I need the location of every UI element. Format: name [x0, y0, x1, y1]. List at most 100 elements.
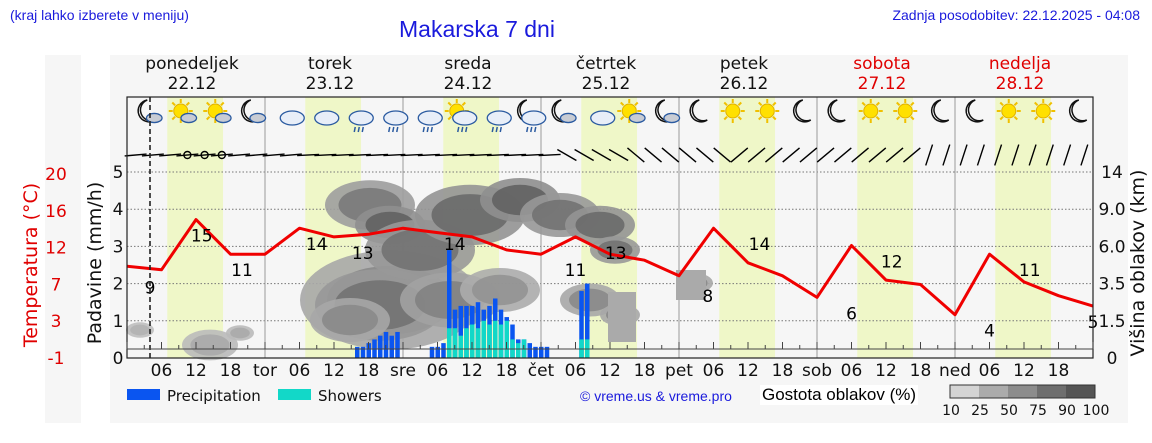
x-tick: 12 — [323, 361, 345, 381]
wind-barb-icon — [556, 148, 577, 162]
precipitation-bar — [360, 346, 366, 358]
sun-icon — [203, 99, 232, 124]
last-updated: Zadnja posodobitev: 22.12.2025 - 04:08 — [892, 7, 1140, 23]
cloud-density-tick: 25 — [971, 403, 989, 419]
day-name: petek — [720, 54, 768, 74]
wind-barb-icon — [976, 144, 985, 166]
x-tick: 18 — [358, 361, 380, 381]
x-tick: 12 — [461, 361, 483, 381]
wind-barb-icon — [1028, 144, 1037, 166]
wind-barb-icon — [314, 153, 337, 157]
wind-barb-icon — [366, 153, 389, 157]
sun-icon — [444, 99, 478, 133]
moon-icon — [137, 99, 163, 124]
wind-barbs — [124, 144, 1089, 166]
daylight-band — [167, 97, 224, 358]
temperature-axis-title: Temperatura (°C) — [20, 183, 42, 348]
precip-tick: 0 — [113, 349, 124, 369]
cloud-density-swatch — [1008, 385, 1037, 398]
wind-barb-icon — [279, 153, 302, 157]
x-tick: sob — [802, 361, 832, 381]
showers-bar — [458, 335, 463, 358]
precipitation-bar — [366, 343, 371, 358]
precip-tick: 1 — [113, 312, 124, 332]
wind-barb-icon — [1011, 144, 1020, 166]
cloud-icon — [314, 110, 340, 126]
temperature-tick: -1 — [48, 349, 65, 369]
wind-barb-icon — [959, 144, 968, 166]
cloud-height-tick: 1.5 — [1098, 312, 1125, 332]
precip-axis-title: Padavine (mm/h) — [84, 182, 106, 345]
showers-swatch — [278, 389, 311, 400]
day-name: nedelja — [989, 54, 1051, 74]
x-tick: 12 — [599, 361, 621, 381]
day-name: četrtek — [576, 54, 637, 74]
precip-tick: 2 — [113, 275, 124, 295]
x-tick: 18 — [910, 361, 932, 381]
cloud-density-label: Gostota oblakov (%) — [760, 385, 919, 405]
sun-icon — [996, 99, 1021, 123]
wind-barb-icon — [331, 153, 354, 157]
sun-icon — [755, 99, 780, 123]
wind-barb-icon — [695, 147, 714, 163]
x-tick: 18 — [496, 361, 518, 381]
temperature-label: 9 — [145, 278, 156, 298]
cloud-density-tick: 10 — [942, 403, 960, 419]
precipitation-bar — [378, 335, 383, 358]
wind-barb-icon — [504, 153, 527, 157]
cloud-icon — [590, 110, 616, 126]
temperature-label: 12 — [881, 253, 903, 273]
wind-barb-icon — [661, 147, 680, 163]
wind-barb-icon — [210, 153, 233, 157]
temperature-label: 14 — [444, 235, 466, 255]
precipitation-bar — [447, 250, 452, 358]
wind-barb-icon — [348, 153, 371, 157]
wind-barb-icon — [816, 147, 835, 163]
showers-bar — [504, 320, 509, 358]
precipitation-bar — [533, 346, 538, 358]
wind-barb-icon — [626, 147, 645, 163]
day-date: 23.12 — [306, 74, 355, 94]
showers-bar — [452, 328, 458, 358]
day-name: sobota — [853, 54, 911, 74]
moon-icon — [930, 99, 950, 123]
x-tick: 12 — [875, 361, 897, 381]
wind-barb-icon — [159, 153, 182, 157]
moon-icon — [965, 99, 984, 123]
wind-barb-icon — [297, 153, 320, 157]
temperature-tick: 20 — [45, 165, 67, 185]
x-tick: sre — [390, 361, 416, 381]
cloud-icon — [348, 110, 374, 133]
temperature-label: 11 — [231, 261, 253, 281]
wind-barb-icon — [469, 153, 492, 157]
x-tick: 18 — [634, 361, 656, 381]
temperature-tick: 16 — [45, 202, 67, 222]
temperature-tick: 12 — [45, 239, 67, 259]
credit-link[interactable]: © vreme.us & vreme.pro — [580, 388, 732, 404]
wind-barb-icon — [747, 147, 766, 163]
showers-bar — [464, 328, 469, 358]
day-name: torek — [308, 54, 352, 74]
cloud-height-tick: 3.5 — [1098, 275, 1125, 295]
precipitation-bar — [458, 305, 463, 358]
wind-barb-icon — [644, 147, 663, 163]
sun-icon — [617, 99, 646, 124]
x-tick: pet — [665, 361, 693, 381]
precipitation-legend-label: Precipitation — [167, 387, 261, 405]
cloud-density-swatch — [1037, 385, 1066, 398]
temperature-label: 11 — [565, 261, 587, 281]
temperature-label: 13 — [605, 244, 627, 264]
precipitation-bar — [579, 291, 584, 358]
moon-icon — [240, 99, 267, 124]
day-date: 26.12 — [720, 74, 769, 94]
moon-icon — [551, 99, 577, 124]
wind-barb-icon — [245, 153, 268, 157]
precipitation-swatch — [127, 389, 160, 400]
temperature-axis-panel — [45, 55, 81, 423]
x-tick: 06 — [427, 361, 449, 381]
x-tick: 18 — [1048, 361, 1070, 381]
x-tick: 12 — [185, 361, 207, 381]
wind-barb-icon — [452, 153, 475, 157]
